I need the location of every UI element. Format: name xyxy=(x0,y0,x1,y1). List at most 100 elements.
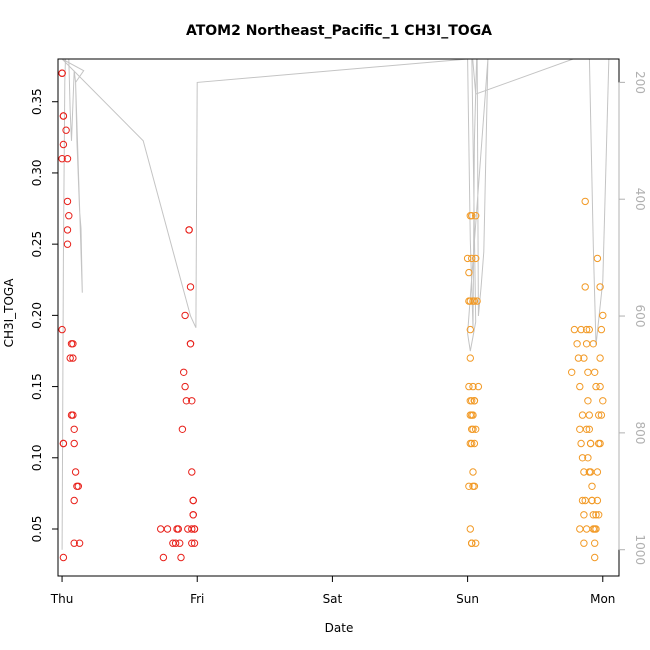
data-point-orange xyxy=(472,254,480,263)
data-point-orange xyxy=(580,354,588,362)
data-point-red xyxy=(176,539,184,547)
data-point-red xyxy=(189,511,197,519)
data-point-orange xyxy=(469,382,477,391)
data-point-orange xyxy=(466,411,474,419)
data-point-orange xyxy=(593,496,602,505)
data-point-orange xyxy=(592,511,600,519)
data-point-orange xyxy=(577,325,585,334)
data-point-red xyxy=(63,240,72,248)
data-point-orange xyxy=(470,439,479,448)
data-point-orange xyxy=(599,311,607,320)
data-point-orange xyxy=(591,553,599,562)
x-tick-label: Sat xyxy=(323,592,343,606)
data-point-red xyxy=(65,212,73,220)
data-point-orange xyxy=(595,511,603,519)
data-point-orange xyxy=(578,411,587,419)
data-point-orange xyxy=(470,297,479,305)
data-point-red xyxy=(69,340,77,348)
data-point-red xyxy=(190,539,199,547)
data-point-red xyxy=(70,496,78,505)
data-point-orange xyxy=(468,254,476,263)
data-point-orange xyxy=(474,382,483,391)
data-point-red xyxy=(163,525,172,533)
data-point-orange xyxy=(466,354,474,362)
data-point-orange xyxy=(472,539,480,547)
data-point-orange xyxy=(470,397,479,405)
data-point-orange xyxy=(473,297,481,305)
data-point-orange xyxy=(588,482,596,490)
data-point-orange xyxy=(596,382,604,391)
data-point-orange xyxy=(466,212,474,220)
data-point-orange xyxy=(596,439,604,448)
data-point-red xyxy=(70,539,78,547)
data-point-red xyxy=(182,397,191,405)
y2-tick-label: 600 xyxy=(633,305,647,328)
data-point-orange xyxy=(573,340,581,348)
data-point-orange xyxy=(591,539,599,547)
data-point-red xyxy=(63,226,72,234)
data-point-orange xyxy=(585,468,593,476)
data-point-orange xyxy=(599,397,607,405)
data-point-red xyxy=(181,311,189,320)
data-point-orange xyxy=(591,368,599,376)
y-tick-label: 0.30 xyxy=(30,160,44,187)
data-point-orange xyxy=(576,382,584,391)
data-point-red xyxy=(73,482,81,490)
data-point-orange xyxy=(593,468,602,476)
data-point-red xyxy=(63,155,72,163)
y-tick-label: 0.25 xyxy=(30,231,44,258)
chart-title: ATOM2 Northeast_Pacific_1 CH3I_TOGA xyxy=(186,23,492,39)
data-point-orange xyxy=(585,325,593,334)
data-point-red xyxy=(59,140,68,149)
data-point-orange xyxy=(582,525,591,533)
data-point-orange xyxy=(468,397,476,405)
data-point-orange xyxy=(465,382,473,391)
data-point-red xyxy=(69,354,77,362)
data-point-orange xyxy=(580,511,588,519)
data-point-orange xyxy=(591,525,599,533)
y2-tick-label: 400 xyxy=(633,188,647,211)
data-point-orange xyxy=(465,268,473,277)
data-point-orange xyxy=(580,539,588,547)
y-tick-label: 0.10 xyxy=(30,444,44,471)
y-tick-label: 0.15 xyxy=(30,373,44,400)
data-point-orange xyxy=(466,325,474,334)
data-point-orange xyxy=(592,382,600,391)
data-point-red xyxy=(185,226,193,234)
data-point-red xyxy=(71,468,80,476)
data-point-red xyxy=(63,197,72,206)
data-point-orange xyxy=(466,525,474,533)
data-point-orange xyxy=(568,368,576,376)
data-point-orange xyxy=(597,411,606,419)
y-tick-label: 0.35 xyxy=(30,88,44,115)
data-point-red xyxy=(189,496,197,505)
data-point-orange xyxy=(574,354,583,362)
data-point-red xyxy=(188,397,196,405)
y2-tick-label: 200 xyxy=(633,71,647,94)
x-tick-label: Sun xyxy=(456,592,479,606)
data-point-orange xyxy=(589,340,597,348)
data-point-orange xyxy=(577,439,585,448)
data-point-red xyxy=(171,539,180,547)
data-point-red xyxy=(190,525,199,533)
data-point-orange xyxy=(465,482,473,490)
data-point-orange xyxy=(472,212,480,220)
y-tick-label: 0.05 xyxy=(30,516,44,543)
data-point-red xyxy=(188,539,196,547)
x-tick-label: Thu xyxy=(50,592,74,606)
data-point-orange xyxy=(582,325,591,334)
data-point-red xyxy=(58,155,66,163)
data-point-orange xyxy=(596,354,604,362)
data-point-red xyxy=(67,411,76,419)
data-point-orange xyxy=(582,425,591,433)
data-point-red xyxy=(177,553,185,562)
data-point-orange xyxy=(468,439,476,448)
data-point-red xyxy=(180,368,188,376)
data-point-red xyxy=(58,325,66,334)
y2-tick-label: 1000 xyxy=(633,534,647,565)
x-tick-label: Fri xyxy=(190,592,204,606)
data-point-orange xyxy=(469,425,477,433)
data-point-orange xyxy=(584,454,592,462)
